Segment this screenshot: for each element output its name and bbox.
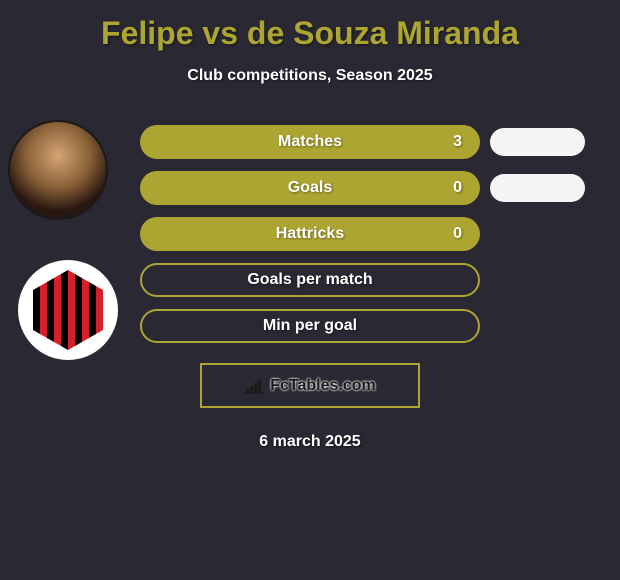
stat-row-min-per-goal: Min per goal: [140, 309, 600, 343]
stat-value: 3: [453, 133, 462, 151]
stats-area: Matches 3 Goals 0 Hattricks 0 Goals per …: [0, 125, 620, 343]
stat-value: 0: [453, 179, 462, 197]
stat-row-goals-per-match: Goals per match: [140, 263, 600, 297]
comparison-pill: [490, 128, 585, 156]
stat-label: Hattricks: [276, 225, 344, 243]
club-badge-icon: [33, 270, 103, 350]
stat-bar: Hattricks 0: [140, 217, 480, 251]
stat-row-matches: Matches 3: [140, 125, 600, 159]
watermark-text: FcTables.com: [270, 377, 376, 395]
stat-bar: Min per goal: [140, 309, 480, 343]
stat-label: Matches: [278, 133, 342, 151]
comparison-subtitle: Club competitions, Season 2025: [0, 67, 620, 85]
watermark-box: FcTables.com: [200, 363, 420, 408]
date-label: 6 march 2025: [0, 433, 620, 451]
stat-label: Goals: [288, 179, 332, 197]
comparison-title: Felipe vs de Souza Miranda: [0, 15, 620, 52]
stat-bar: Goals per match: [140, 263, 480, 297]
comparison-card: Felipe vs de Souza Miranda Club competit…: [0, 0, 620, 461]
stat-label: Min per goal: [263, 317, 357, 335]
stat-row-goals: Goals 0: [140, 171, 600, 205]
club-avatar: [18, 260, 118, 360]
stat-bar: Goals 0: [140, 171, 480, 205]
comparison-pill: [490, 174, 585, 202]
player-avatar: [8, 120, 108, 220]
stat-row-hattricks: Hattricks 0: [140, 217, 600, 251]
stat-value: 0: [453, 225, 462, 243]
stat-bar: Matches 3: [140, 125, 480, 159]
stat-label: Goals per match: [247, 271, 372, 289]
chart-icon: [244, 377, 264, 395]
